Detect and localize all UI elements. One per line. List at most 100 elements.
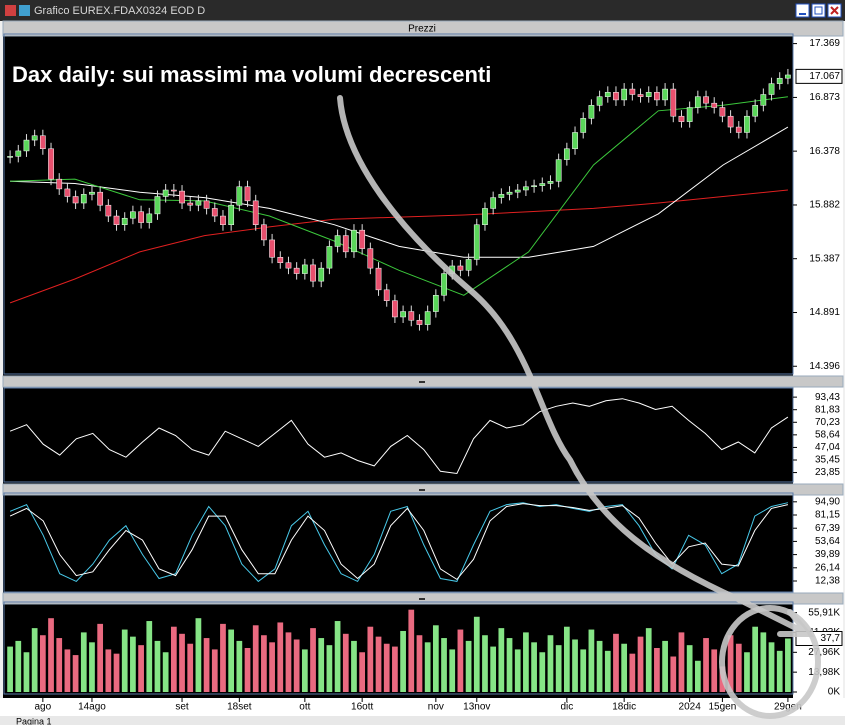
candle xyxy=(334,235,341,247)
volume-bar xyxy=(15,640,22,692)
y-tick-label: 81,15 xyxy=(815,510,840,521)
candle xyxy=(408,311,415,321)
volume-bar xyxy=(580,649,587,692)
candle xyxy=(613,92,619,101)
volume-bar xyxy=(351,640,357,692)
y-tick-label: 53,64 xyxy=(815,536,840,547)
volume-bar xyxy=(506,638,513,692)
volume-bar xyxy=(113,653,120,692)
candle xyxy=(416,319,423,325)
panel-frame xyxy=(3,601,794,695)
volume-bar xyxy=(252,625,259,692)
candle xyxy=(7,156,13,158)
volume-bar xyxy=(662,640,668,692)
volume-bar xyxy=(490,646,497,692)
volume-bar xyxy=(130,636,136,692)
volume-bar xyxy=(563,626,570,692)
x-tick-label: 13nov xyxy=(463,702,490,713)
candle xyxy=(383,289,390,301)
volume-bar xyxy=(269,642,275,692)
candle xyxy=(170,189,177,192)
candle xyxy=(694,96,701,108)
candle xyxy=(711,102,718,108)
candle xyxy=(252,200,259,225)
volume-bar xyxy=(776,650,783,692)
candle xyxy=(113,215,120,225)
candle xyxy=(269,239,275,258)
y-tick-label: 26,14 xyxy=(815,562,840,573)
panel-frame xyxy=(3,33,794,375)
y-tick-label: 70,23 xyxy=(815,417,840,428)
indicator-line xyxy=(9,398,789,475)
candle xyxy=(645,92,652,97)
candle xyxy=(72,196,79,204)
window-title: Grafico EUREX.FDAX0324 EOD D xyxy=(34,5,205,17)
candle xyxy=(138,211,144,223)
candle xyxy=(326,246,333,269)
volume-bar xyxy=(432,625,439,692)
volume-bar xyxy=(48,618,54,692)
volume-bar xyxy=(555,645,562,692)
page-tab[interactable]: Pagina 1 xyxy=(16,716,52,725)
volume-bar xyxy=(645,628,652,692)
maximize-button[interactable] xyxy=(811,3,826,18)
candle xyxy=(662,88,668,101)
candle xyxy=(220,215,226,225)
volume-bar xyxy=(277,622,284,692)
volume-bar xyxy=(64,649,71,692)
x-tick-label: 18set xyxy=(227,702,252,713)
y-tick-label: 67,39 xyxy=(815,523,840,534)
candle xyxy=(465,259,472,271)
candle xyxy=(146,213,153,223)
volume-bar xyxy=(179,633,185,692)
volume-bar xyxy=(211,649,218,692)
x-tick-label: 14ago xyxy=(78,702,106,713)
volume-bar xyxy=(105,649,112,692)
candle xyxy=(670,88,677,117)
maximize-glyph xyxy=(814,6,823,15)
candle xyxy=(228,204,235,225)
axis-area xyxy=(793,21,843,698)
volume-bar xyxy=(89,642,95,692)
x-tick-label: 29gen xyxy=(774,702,802,713)
volume-bar xyxy=(146,621,153,692)
y-tick-label: 16.378 xyxy=(809,146,840,157)
volume-bar xyxy=(703,638,709,692)
candle xyxy=(105,204,112,217)
panel-grip xyxy=(419,598,425,600)
volume-bar xyxy=(572,639,578,692)
candle xyxy=(572,132,578,150)
hand-drawn-circle xyxy=(719,605,821,719)
minimize-button[interactable] xyxy=(795,3,810,18)
volume-bar xyxy=(768,642,775,692)
candle xyxy=(596,96,603,106)
volume-bar xyxy=(457,629,464,692)
x-tick-label: set xyxy=(175,702,189,713)
volume-bar xyxy=(613,633,619,692)
volume-bar xyxy=(752,626,759,692)
y-tick-label: 12,38 xyxy=(815,576,840,587)
volume-bar xyxy=(637,636,644,692)
volume-bar xyxy=(367,626,374,692)
candle xyxy=(735,126,742,133)
candle xyxy=(539,183,546,186)
candle xyxy=(776,77,783,84)
candle xyxy=(744,115,750,133)
y-tick-label: 58,64 xyxy=(815,429,840,440)
volume-bar xyxy=(39,635,46,692)
candle xyxy=(162,189,169,197)
candle xyxy=(473,224,480,260)
candle xyxy=(588,105,595,119)
volume-bar xyxy=(203,638,210,692)
x-tick-label: 16ott xyxy=(351,702,373,713)
moving-average-line xyxy=(10,126,789,258)
candle xyxy=(187,202,194,206)
candle xyxy=(285,262,292,269)
volume-bar xyxy=(187,643,194,692)
candle xyxy=(621,88,628,101)
volume-bar xyxy=(711,649,718,692)
x-tick-label: 18dic xyxy=(612,702,636,713)
candle xyxy=(654,92,660,101)
candle xyxy=(342,235,349,253)
